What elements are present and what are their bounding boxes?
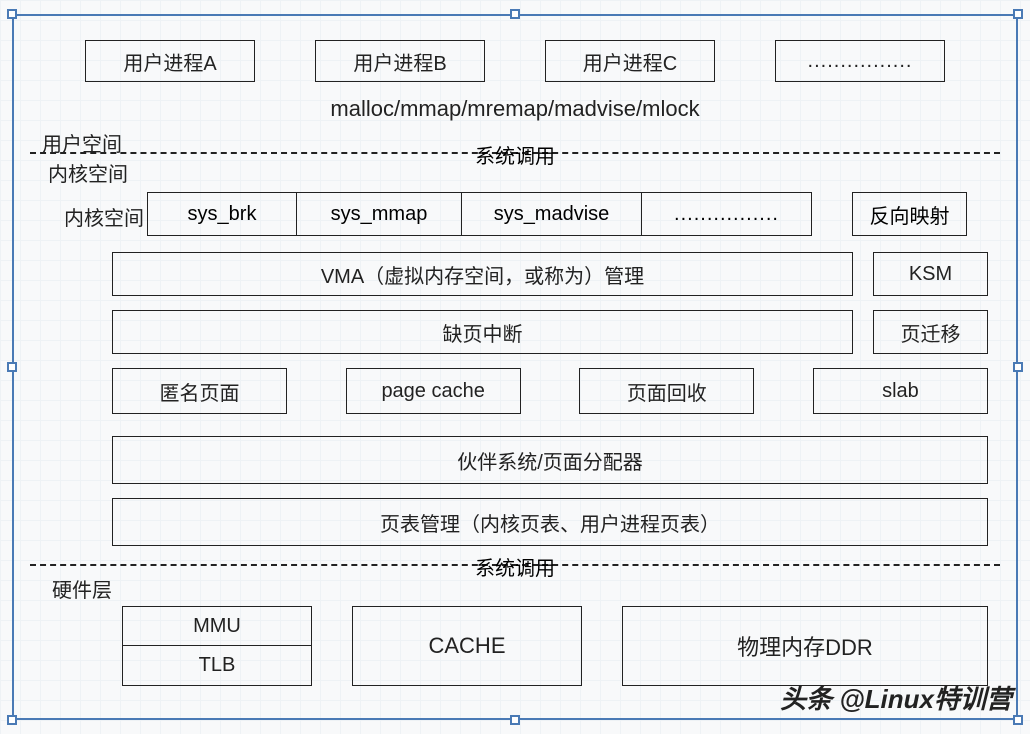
pgtable-row: 页表管理（内核页表、用户进程页表） — [112, 498, 988, 546]
watermark-text: 头条 @Linux特训营 — [780, 679, 1012, 716]
page-reclaim-box: 页面回收 — [579, 368, 754, 414]
syscall-box: sys_madvise — [462, 192, 642, 236]
page-row: 匿名页面 page cache 页面回收 slab — [112, 368, 988, 414]
mmu-box: MMU — [122, 606, 312, 646]
tlb-box: TLB — [122, 646, 312, 686]
hardware-layer-label: 硬件层 — [52, 574, 112, 603]
pagefault-row: 缺页中断 页迁移 — [112, 310, 988, 354]
user-process-box: 用户进程B — [315, 40, 485, 82]
vma-box: VMA（虚拟内存空间，或称为）管理 — [112, 252, 853, 296]
kernel-space-label-inner: 内核空间 — [64, 202, 144, 231]
user-process-ellipsis: ................ — [775, 40, 945, 82]
buddy-row: 伙伴系统/页面分配器 — [112, 436, 988, 484]
page-fault-box: 缺页中断 — [112, 310, 853, 354]
kernel-space-label: 内核空间 — [48, 158, 128, 187]
diagram-content: 用户进程A 用户进程B 用户进程C ................ mallo… — [12, 16, 1018, 718]
page-table-box: 页表管理（内核页表、用户进程页表） — [112, 498, 988, 546]
api-list-text: malloc/mmap/mremap/madvise/mlock — [12, 96, 1018, 122]
reverse-map-box: 反向映射 — [852, 192, 967, 236]
page-migrate-box: 页迁移 — [873, 310, 988, 354]
ksm-box: KSM — [873, 252, 988, 296]
syscall-box: sys_brk — [147, 192, 297, 236]
syscall-box: sys_mmap — [297, 192, 462, 236]
divider-label: 系统调用 — [469, 146, 561, 168]
divider-syscall-bottom: 系统调用 — [30, 564, 1000, 566]
mmu-tlb-stack: MMU TLB — [122, 606, 312, 686]
syscall-ellipsis: ................ — [642, 192, 812, 236]
ddr-box: 物理内存DDR — [622, 606, 988, 686]
vma-row: VMA（虚拟内存空间，或称为）管理 KSM — [112, 252, 988, 296]
user-process-box: 用户进程C — [545, 40, 715, 82]
user-process-row: 用户进程A 用户进程B 用户进程C ................ — [30, 40, 1000, 82]
page-cache-box: page cache — [346, 368, 521, 414]
divider-label: 系统调用 — [469, 558, 561, 580]
cache-box: CACHE — [352, 606, 582, 686]
syscall-row: sys_brk sys_mmap sys_madvise ...........… — [147, 192, 988, 236]
divider-syscall-top: 系统调用 — [30, 152, 1000, 154]
slab-box: slab — [813, 368, 988, 414]
buddy-allocator-box: 伙伴系统/页面分配器 — [112, 436, 988, 484]
anon-page-box: 匿名页面 — [112, 368, 287, 414]
user-process-box: 用户进程A — [85, 40, 255, 82]
hardware-row: MMU TLB CACHE 物理内存DDR — [122, 606, 988, 686]
